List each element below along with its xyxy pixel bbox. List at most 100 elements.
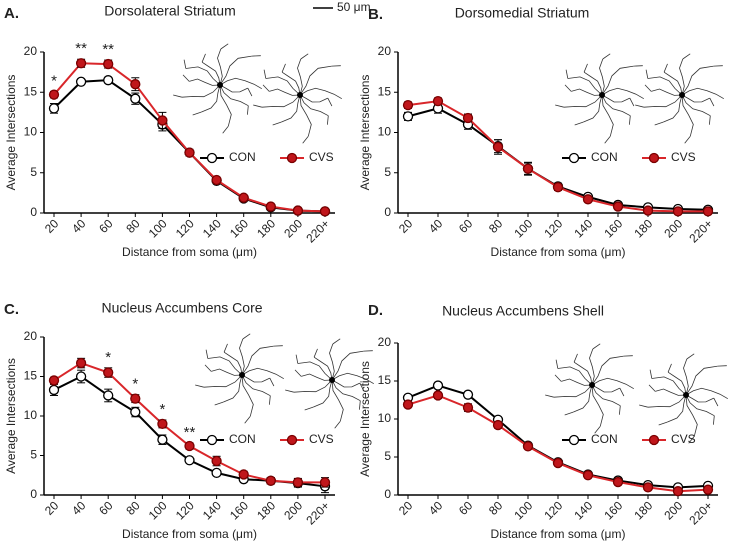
dendrite xyxy=(301,373,333,381)
chart-title: Dorsomedial Striatum xyxy=(455,5,590,21)
dendrite-branch xyxy=(223,343,228,353)
data-point xyxy=(552,182,564,193)
dendrite xyxy=(655,388,687,396)
x-tick-label: 180 xyxy=(254,216,278,240)
x-tick-label: 140 xyxy=(200,498,224,522)
dendrite-branch xyxy=(359,382,365,392)
dendrite xyxy=(203,374,243,388)
x-tick-label: 20 xyxy=(42,216,62,236)
legend-marker xyxy=(568,434,580,446)
data-point xyxy=(211,455,222,467)
y-tick-label: 5 xyxy=(30,165,37,179)
dendrite xyxy=(567,76,603,96)
y-tick-label: 5 xyxy=(384,449,391,463)
dendrite xyxy=(591,355,624,386)
dendrite xyxy=(591,384,604,427)
dendrite-branch xyxy=(300,53,309,60)
dendrite xyxy=(647,394,687,408)
x-tick-label: 220+ xyxy=(686,498,715,527)
dendrite-branch xyxy=(555,359,559,369)
dendrite xyxy=(281,71,301,96)
dendrite-branch xyxy=(719,393,728,400)
dendrite-branch xyxy=(564,84,572,92)
dendrite xyxy=(599,58,605,96)
dendrite xyxy=(331,379,361,402)
dendrite xyxy=(601,94,631,117)
dendrite-branch xyxy=(625,383,634,390)
x-tick-label: 100 xyxy=(146,498,170,522)
x-tick-label: 140 xyxy=(200,216,224,240)
dendrite-branch xyxy=(639,404,648,408)
data-point xyxy=(265,475,276,486)
series-line xyxy=(53,62,326,213)
dendrite-branch xyxy=(204,364,212,372)
legend-marker xyxy=(648,152,660,164)
x-tick-label: 120 xyxy=(541,498,565,522)
x-tick-label: 100 xyxy=(511,216,535,240)
series-line xyxy=(407,107,709,211)
x-tick-label: 200 xyxy=(661,498,685,522)
dendrite-branch xyxy=(554,374,562,382)
dendrite-branch xyxy=(365,378,374,385)
data-point xyxy=(184,455,195,466)
dendrite xyxy=(281,94,301,123)
dendrite xyxy=(573,361,593,386)
data-point xyxy=(552,457,564,469)
dendrite-branch xyxy=(304,406,314,411)
dendrite xyxy=(663,94,683,123)
legend-marker xyxy=(648,434,660,446)
dendrite xyxy=(557,366,593,386)
scale-bar-label: 50 μm xyxy=(337,0,371,14)
data-point xyxy=(522,441,534,452)
legend-label: CON xyxy=(229,432,256,446)
y-tick-label: 10 xyxy=(24,408,38,422)
dendrite-branch xyxy=(648,384,656,392)
dendrite xyxy=(591,384,621,407)
soma xyxy=(683,392,689,398)
dendrite-branch xyxy=(604,135,611,144)
dendrite xyxy=(331,379,344,422)
dendrite-branch xyxy=(281,63,286,73)
x-tick-label: 160 xyxy=(227,216,251,240)
dendrite-branch xyxy=(327,115,329,125)
dendrite-branch xyxy=(247,105,249,115)
x-tick-label: 180 xyxy=(631,216,655,240)
x-tick-label: 60 xyxy=(96,216,116,236)
y-tick-label: 20 xyxy=(24,329,38,343)
series-line xyxy=(53,79,326,213)
legend-label: CON xyxy=(591,150,618,164)
data-point xyxy=(238,469,249,480)
dendrite xyxy=(573,384,593,413)
dendrite xyxy=(219,84,232,127)
legend-label: CVS xyxy=(671,150,696,164)
panel-label: D. xyxy=(368,302,383,319)
dendrite-branch xyxy=(195,384,204,388)
neuron-tracing xyxy=(555,53,644,144)
significance-marker: ** xyxy=(102,41,114,58)
dendrite-branch xyxy=(645,69,649,79)
data-point xyxy=(462,402,474,413)
soma xyxy=(679,92,685,98)
x-tick-label: 80 xyxy=(123,216,143,236)
dendrite xyxy=(651,88,683,96)
dendrite xyxy=(667,371,687,396)
x-tick-label: 120 xyxy=(173,216,197,240)
dendrite xyxy=(299,94,328,103)
dendrite-branch xyxy=(182,74,190,82)
dendrite xyxy=(331,372,367,381)
y-tick-label: 0 xyxy=(30,205,37,219)
dendrite xyxy=(299,94,329,117)
significance-marker: ** xyxy=(75,40,87,57)
data-point xyxy=(612,201,624,212)
dendrite xyxy=(207,356,243,376)
x-axis-label: Distance from soma (μm) xyxy=(491,527,626,541)
dendrite xyxy=(601,94,614,137)
x-tick-label: 40 xyxy=(426,498,446,518)
dendrite-branch xyxy=(269,395,271,405)
y-tick-label: 20 xyxy=(378,335,392,349)
dendrite-branch xyxy=(709,97,715,107)
y-axis-label: Average Intersections xyxy=(358,75,372,191)
x-tick-label: 60 xyxy=(456,498,476,518)
dendrite-branch xyxy=(244,415,251,424)
